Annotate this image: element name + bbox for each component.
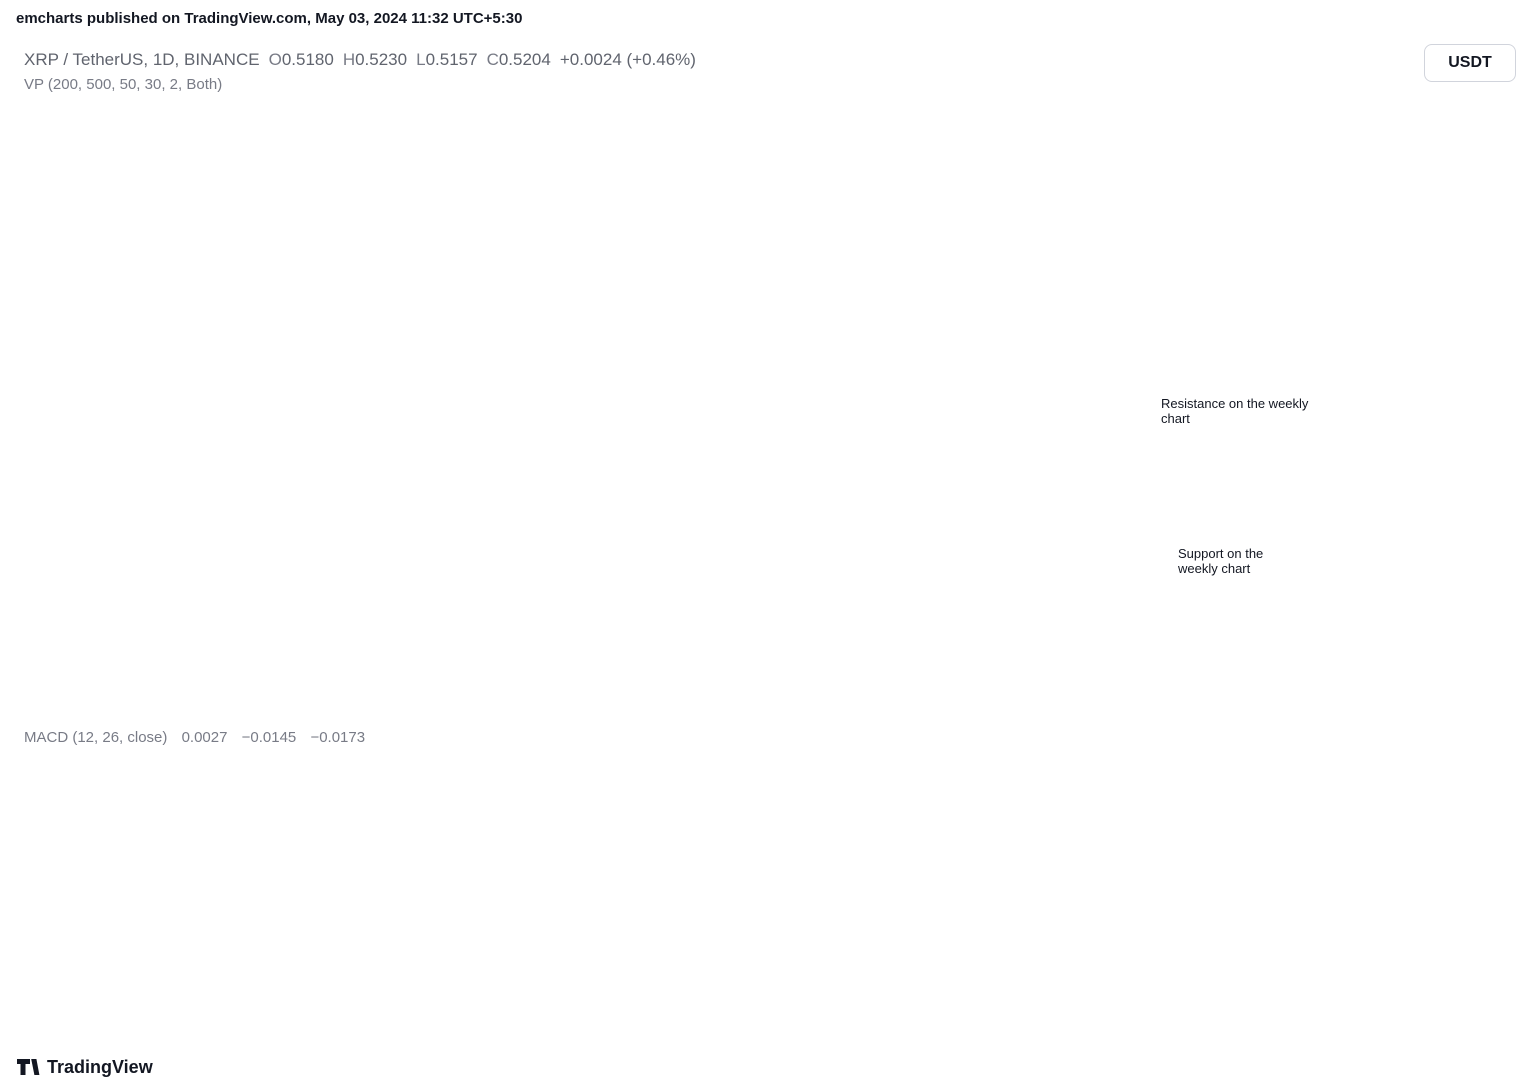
- change-value: +0.0024 (+0.46%): [559, 50, 696, 69]
- resistance-annotation: Resistance on the weekly chart: [1161, 396, 1309, 426]
- low-label: L: [416, 50, 426, 69]
- macd-line-value: −0.0145: [241, 729, 297, 746]
- macd-params: (12, 26, close): [72, 729, 168, 746]
- macd-legend: MACD (12, 26, close) 0.0027 −0.0145 −0.0…: [24, 729, 365, 746]
- close-value: 0.5204: [498, 50, 551, 69]
- currency-toggle-button[interactable]: USDT: [1424, 44, 1516, 82]
- macd-label[interactable]: MACD: [24, 729, 69, 746]
- time-axis[interactable]: [14, 1005, 1424, 1045]
- attribution-text: emcharts published on TradingView.com, M…: [16, 10, 523, 27]
- open-label: O: [268, 50, 282, 69]
- support-annotation: Support on the weekly chart: [1178, 546, 1264, 576]
- macd-signal-value: −0.0173: [310, 729, 366, 746]
- high-value: 0.5230: [355, 50, 408, 69]
- vp-indicator-label[interactable]: VP (200, 500, 50, 30, 2, Both): [24, 76, 223, 93]
- symbol-price-tag: XRPUSDT: [1336, 501, 1403, 518]
- price-axis[interactable]: [1424, 38, 1522, 1045]
- tradingview-logo-text: TradingView: [47, 1056, 153, 1077]
- macd-hist-value: 0.0027: [181, 729, 228, 746]
- tradingview-logo[interactable]: TradingView: [16, 1056, 153, 1078]
- low-value: 0.5157: [425, 50, 478, 69]
- symbol-title[interactable]: XRP / TetherUS, 1D, BINANCE: [24, 50, 260, 69]
- tradingview-logo-icon: [17, 1059, 40, 1075]
- close-label: C: [486, 50, 499, 69]
- high-label: H: [342, 50, 356, 69]
- chart-legend: XRP / TetherUS, 1D, BINANCE O0.5180 H0.523…: [24, 50, 696, 70]
- open-value: 0.5180: [281, 50, 334, 69]
